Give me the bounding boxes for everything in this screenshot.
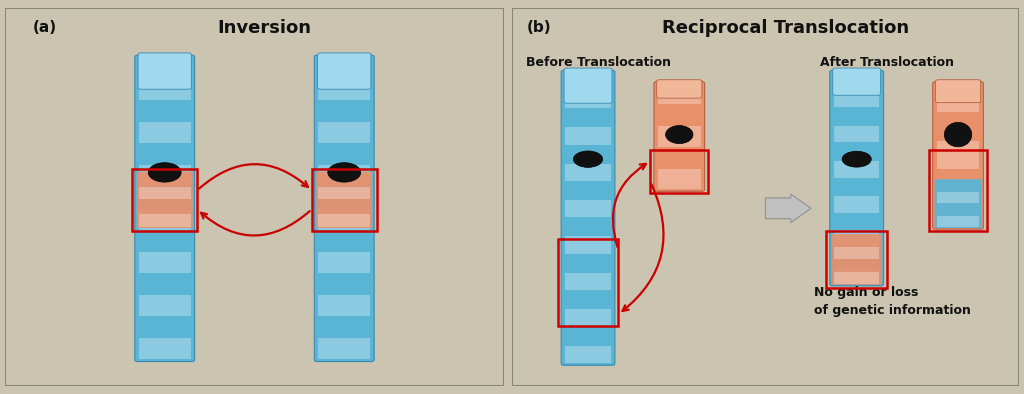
Bar (565, 309, 611, 327)
Bar (658, 169, 700, 189)
Bar (318, 165, 370, 186)
Ellipse shape (944, 123, 972, 147)
Text: Reciprocal Translocation: Reciprocal Translocation (663, 19, 909, 37)
Bar (826, 231, 887, 288)
FancyBboxPatch shape (654, 82, 705, 191)
Bar (512, 8, 1019, 48)
FancyBboxPatch shape (936, 80, 981, 103)
FancyBboxPatch shape (935, 179, 981, 228)
Bar (834, 196, 880, 213)
Bar (565, 127, 611, 145)
Bar (558, 239, 618, 325)
FancyBboxPatch shape (137, 172, 193, 228)
Bar (318, 214, 370, 227)
Bar (658, 84, 700, 104)
FancyBboxPatch shape (138, 53, 191, 89)
Text: (a): (a) (33, 20, 56, 35)
Text: Before Translocation: Before Translocation (525, 56, 671, 69)
Bar (650, 150, 709, 193)
Ellipse shape (842, 151, 871, 167)
Bar (139, 165, 190, 186)
FancyBboxPatch shape (561, 70, 614, 365)
Bar (565, 164, 611, 181)
FancyArrow shape (766, 194, 811, 223)
Bar (834, 247, 880, 259)
Bar (834, 231, 880, 248)
Bar (139, 79, 190, 100)
Bar (132, 169, 197, 231)
Bar (318, 252, 370, 273)
Bar (937, 216, 979, 227)
FancyBboxPatch shape (316, 172, 372, 228)
Bar (312, 169, 377, 231)
Bar (318, 186, 370, 199)
FancyBboxPatch shape (314, 55, 374, 362)
Bar (318, 295, 370, 316)
Bar (834, 267, 880, 284)
Bar (139, 186, 190, 199)
Bar (139, 209, 190, 230)
Bar (139, 214, 190, 227)
FancyBboxPatch shape (656, 80, 701, 98)
FancyBboxPatch shape (135, 55, 195, 362)
Text: After Translocation: After Translocation (820, 56, 954, 69)
FancyBboxPatch shape (833, 68, 881, 95)
Bar (937, 192, 979, 203)
FancyBboxPatch shape (317, 53, 371, 89)
Bar (937, 199, 979, 227)
Bar (834, 272, 880, 284)
Bar (834, 161, 880, 178)
Bar (5, 8, 504, 48)
Ellipse shape (148, 163, 181, 182)
Bar (565, 200, 611, 217)
FancyBboxPatch shape (564, 68, 612, 103)
Bar (834, 126, 880, 142)
Ellipse shape (328, 163, 360, 182)
Bar (318, 79, 370, 100)
Bar (139, 252, 190, 273)
Bar (318, 122, 370, 143)
Bar (937, 84, 979, 112)
Bar (658, 126, 700, 147)
Bar (318, 338, 370, 359)
Bar (929, 150, 987, 231)
Ellipse shape (573, 151, 603, 167)
Bar (937, 141, 979, 169)
FancyBboxPatch shape (829, 70, 884, 286)
Text: Inversion: Inversion (217, 19, 311, 37)
FancyBboxPatch shape (831, 234, 882, 285)
Text: (b): (b) (527, 20, 552, 35)
Text: No gain or loss
of genetic information: No gain or loss of genetic information (814, 286, 971, 317)
Ellipse shape (666, 126, 693, 143)
Bar (565, 236, 611, 254)
Bar (318, 209, 370, 230)
FancyBboxPatch shape (933, 82, 983, 229)
Bar (565, 91, 611, 108)
Bar (139, 338, 190, 359)
Bar (834, 90, 880, 107)
Bar (565, 346, 611, 363)
Bar (139, 295, 190, 316)
Bar (565, 273, 611, 290)
Bar (139, 122, 190, 143)
